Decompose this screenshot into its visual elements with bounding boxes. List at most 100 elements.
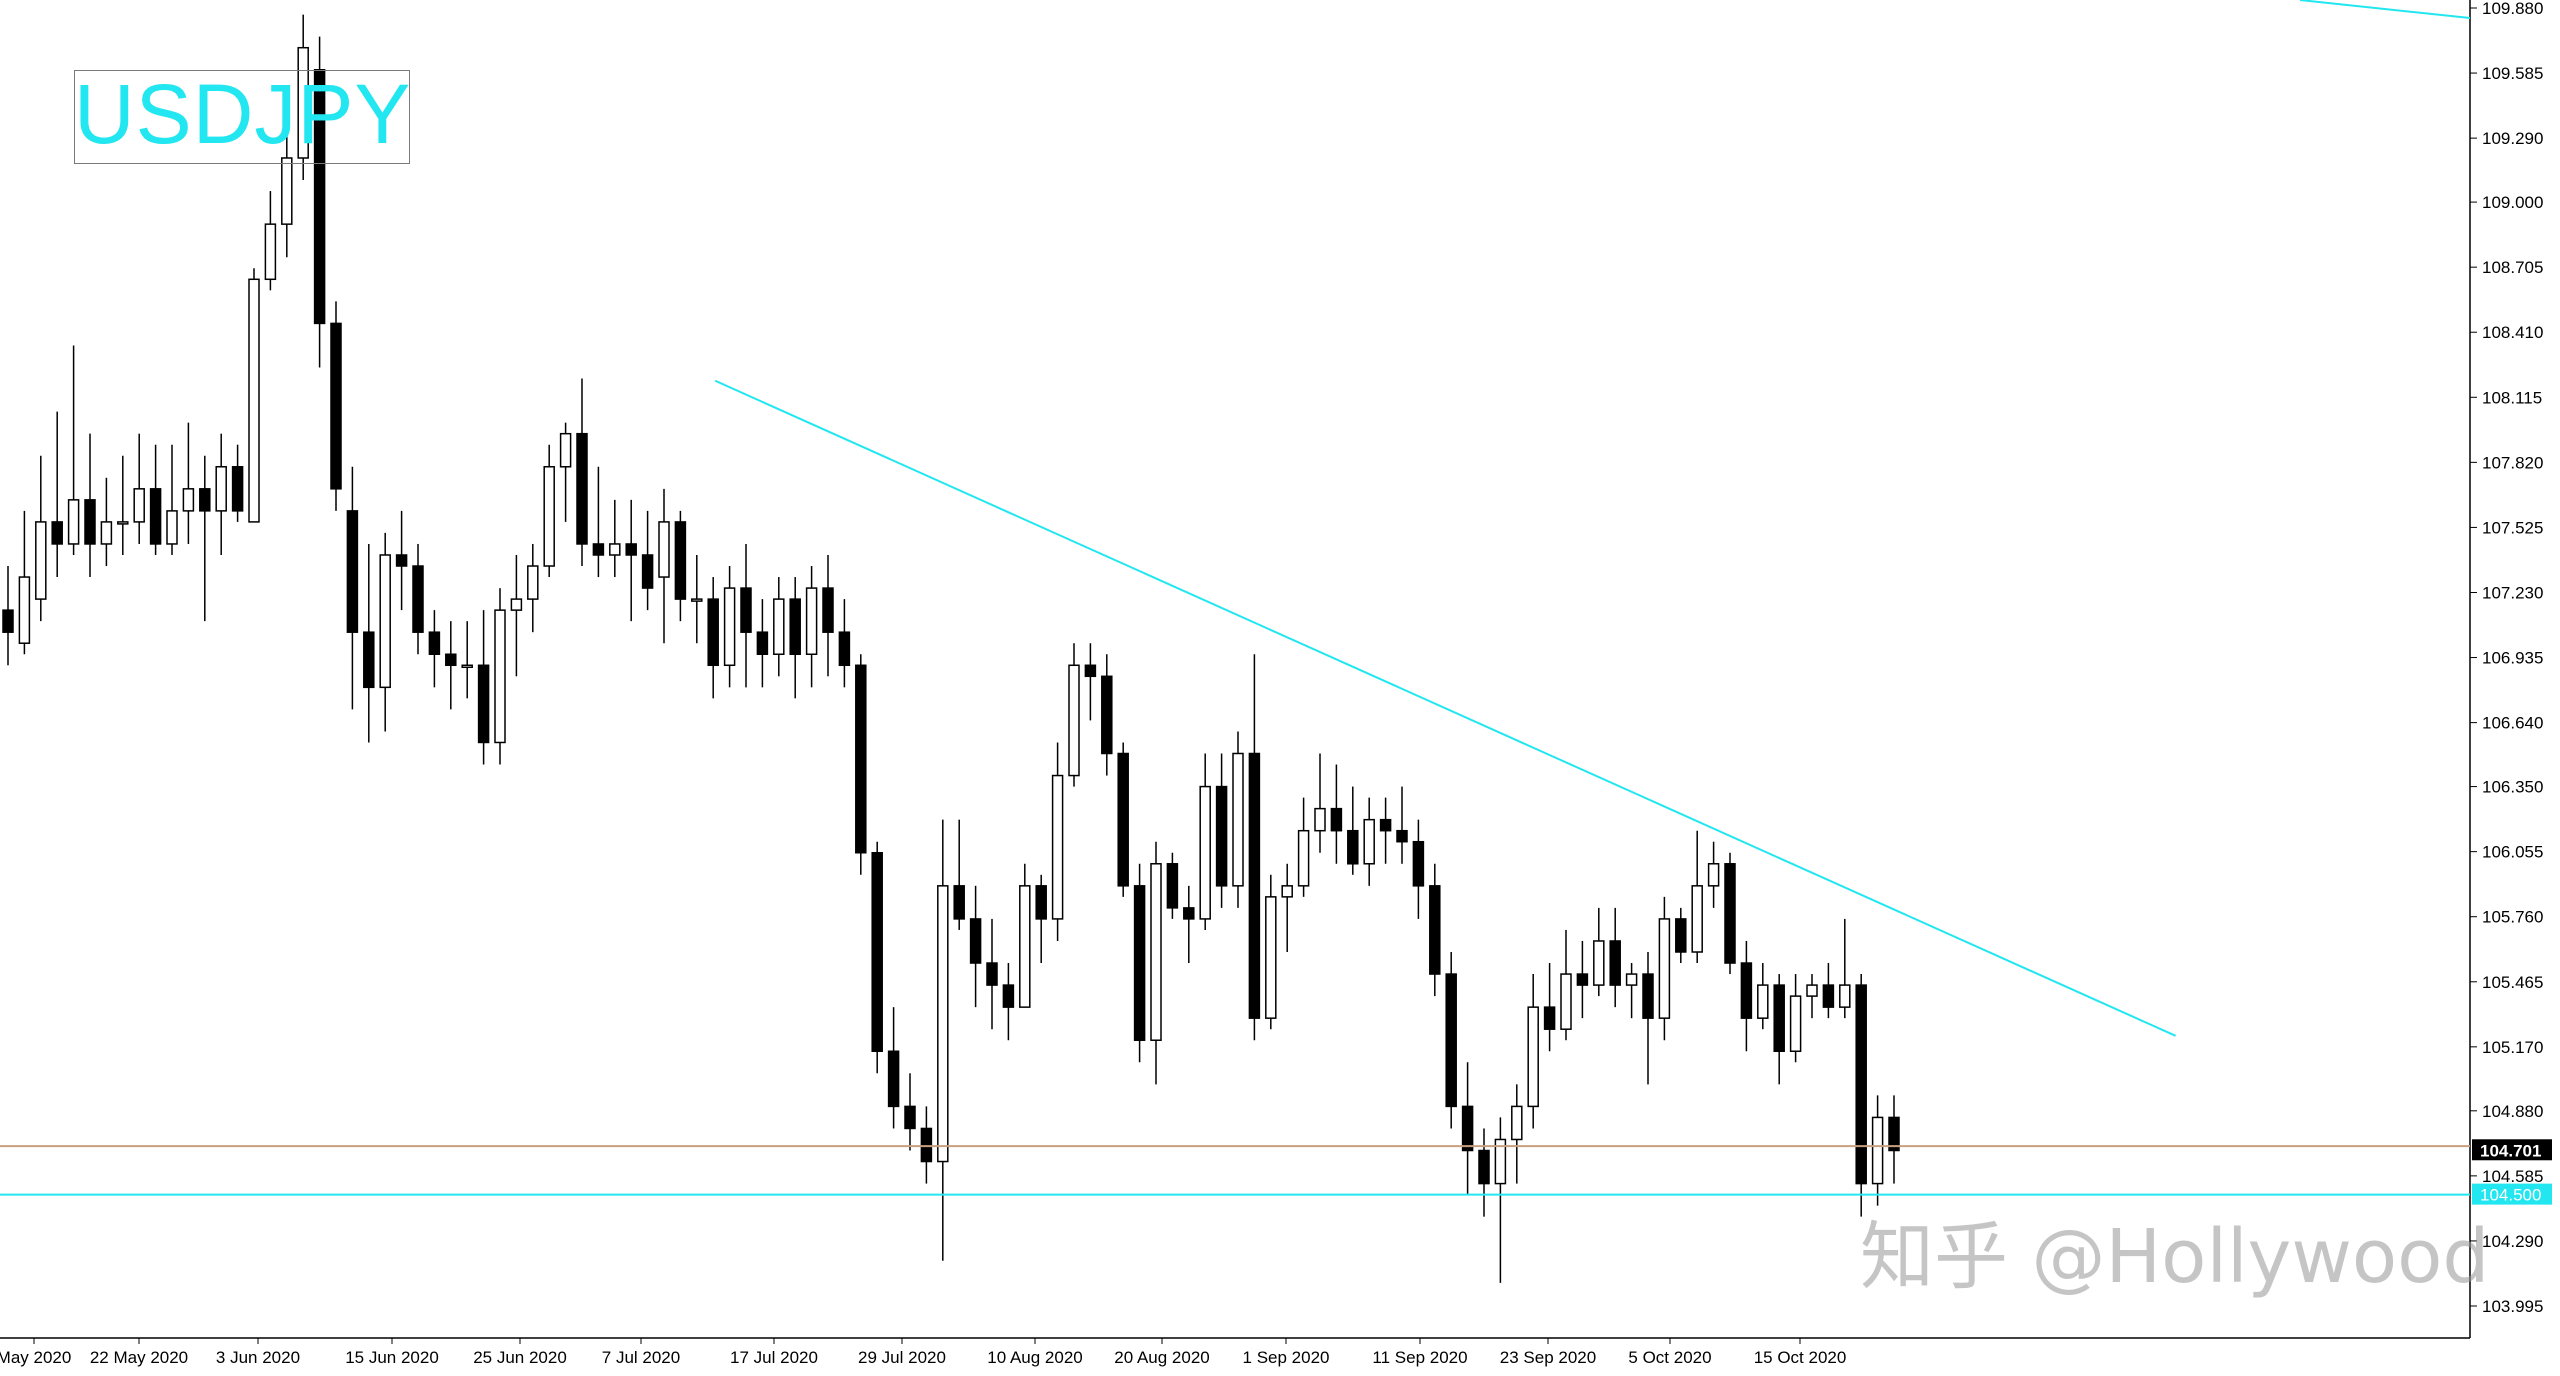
candle xyxy=(1297,797,1310,897)
candle xyxy=(51,411,63,578)
candle xyxy=(1822,963,1835,1019)
candle-body-up xyxy=(100,521,113,545)
candle xyxy=(35,455,47,622)
candle xyxy=(740,543,752,688)
candle-body-down xyxy=(1461,1105,1474,1152)
candle-body-down xyxy=(1478,1149,1490,1185)
candle-body-up xyxy=(1265,896,1277,1019)
candle xyxy=(1445,952,1457,1129)
candle xyxy=(1839,918,1851,1019)
candle-body-down xyxy=(1248,752,1261,1019)
candle xyxy=(1461,1062,1474,1195)
candle-body-down xyxy=(1888,1116,1900,1152)
candle-body-down xyxy=(1002,984,1015,1008)
upper-trendline-fragment xyxy=(2299,0,2471,19)
candle xyxy=(1019,863,1031,1008)
date-tick-label: 3 Jun 2020 xyxy=(216,1348,300,1367)
candle-body-up xyxy=(1363,818,1375,865)
candle xyxy=(576,378,588,567)
price-tick-label: 106.055 xyxy=(2482,843,2543,862)
date-tick-label: 20 Aug 2020 xyxy=(1114,1348,1209,1367)
candle-body-down xyxy=(1166,863,1179,909)
candle-body-down xyxy=(346,510,359,633)
candle xyxy=(1494,1117,1507,1283)
candle xyxy=(789,577,801,699)
candle-body-up xyxy=(1691,885,1703,953)
candle-body-up xyxy=(510,598,523,611)
candle-body-up xyxy=(609,543,621,556)
candle-body-down xyxy=(1330,807,1343,832)
candle xyxy=(805,566,818,688)
candle-body-down xyxy=(986,962,998,986)
candle-body-down xyxy=(1379,818,1392,832)
candle-body-up xyxy=(691,598,703,602)
candle-body-down xyxy=(904,1105,916,1130)
candle-body-down xyxy=(838,631,851,667)
candle-body-up xyxy=(215,466,227,512)
candle-body-up xyxy=(379,554,391,689)
price-tick-label: 107.820 xyxy=(2482,453,2543,472)
candle xyxy=(1199,753,1211,930)
candle xyxy=(84,433,96,578)
candle-body-up xyxy=(1019,885,1031,1008)
candle-body-up xyxy=(166,510,178,545)
candle xyxy=(1757,963,1769,1030)
candle xyxy=(1412,819,1425,919)
candle-body-down xyxy=(920,1127,933,1163)
candle-body-down xyxy=(1035,885,1047,920)
candle xyxy=(1330,764,1343,864)
candle-body-down xyxy=(84,499,96,545)
candle xyxy=(1691,830,1703,964)
candle xyxy=(1002,963,1015,1041)
candle xyxy=(1314,753,1326,853)
candle xyxy=(691,554,703,644)
candle-body-down xyxy=(313,69,326,325)
candle-body-down xyxy=(1183,907,1195,920)
candle xyxy=(297,14,309,181)
candle-body-up xyxy=(1511,1105,1523,1141)
candle-body-up xyxy=(1494,1138,1507,1185)
candle-body-up xyxy=(1560,973,1572,1030)
price-tick-label: 109.880 xyxy=(2482,0,2543,18)
candle-body-up xyxy=(723,587,736,667)
candle-body-up xyxy=(1281,885,1293,898)
candle xyxy=(1101,654,1113,776)
candle-body-up xyxy=(461,664,473,669)
candle-body-down xyxy=(592,543,605,556)
candle xyxy=(641,510,654,611)
candle-body-down xyxy=(756,631,769,655)
date-tick-label: 17 Jul 2020 xyxy=(730,1348,818,1367)
candle xyxy=(199,455,211,622)
candle-body-down xyxy=(1822,984,1835,1008)
candle-body-down xyxy=(576,432,588,545)
candle-body-up xyxy=(527,565,539,600)
candle-body-down xyxy=(477,664,490,744)
candle xyxy=(674,510,687,622)
candle xyxy=(1773,974,1785,1085)
candle-body-down xyxy=(1084,664,1097,678)
candle xyxy=(363,543,375,743)
price-tick-label: 103.995 xyxy=(2482,1297,2543,1316)
candle xyxy=(1724,852,1736,975)
price-tick-label: 105.760 xyxy=(2482,908,2543,927)
price-tick-label: 107.230 xyxy=(2482,583,2543,602)
candle-body-up xyxy=(1314,807,1326,832)
candle-body-down xyxy=(1576,973,1589,986)
candle-body-down xyxy=(953,885,965,920)
date-tick-label: 10 Aug 2020 xyxy=(987,1348,1082,1367)
candle-body-up xyxy=(117,521,129,525)
date-tick-label: 5 Oct 2020 xyxy=(1628,1348,1711,1367)
candle xyxy=(461,621,473,699)
price-tick-label: 106.350 xyxy=(2482,778,2543,797)
candle-body-down xyxy=(231,466,244,512)
candle xyxy=(838,599,851,688)
candle xyxy=(182,422,195,544)
candle xyxy=(1675,907,1687,964)
candle xyxy=(395,510,408,611)
candle xyxy=(887,1007,900,1129)
descending-trendline xyxy=(714,379,2177,1037)
price-tick-label: 108.115 xyxy=(2482,388,2542,407)
candle-body-up xyxy=(1707,863,1720,887)
candle xyxy=(1117,742,1129,897)
candle xyxy=(1658,896,1671,1041)
